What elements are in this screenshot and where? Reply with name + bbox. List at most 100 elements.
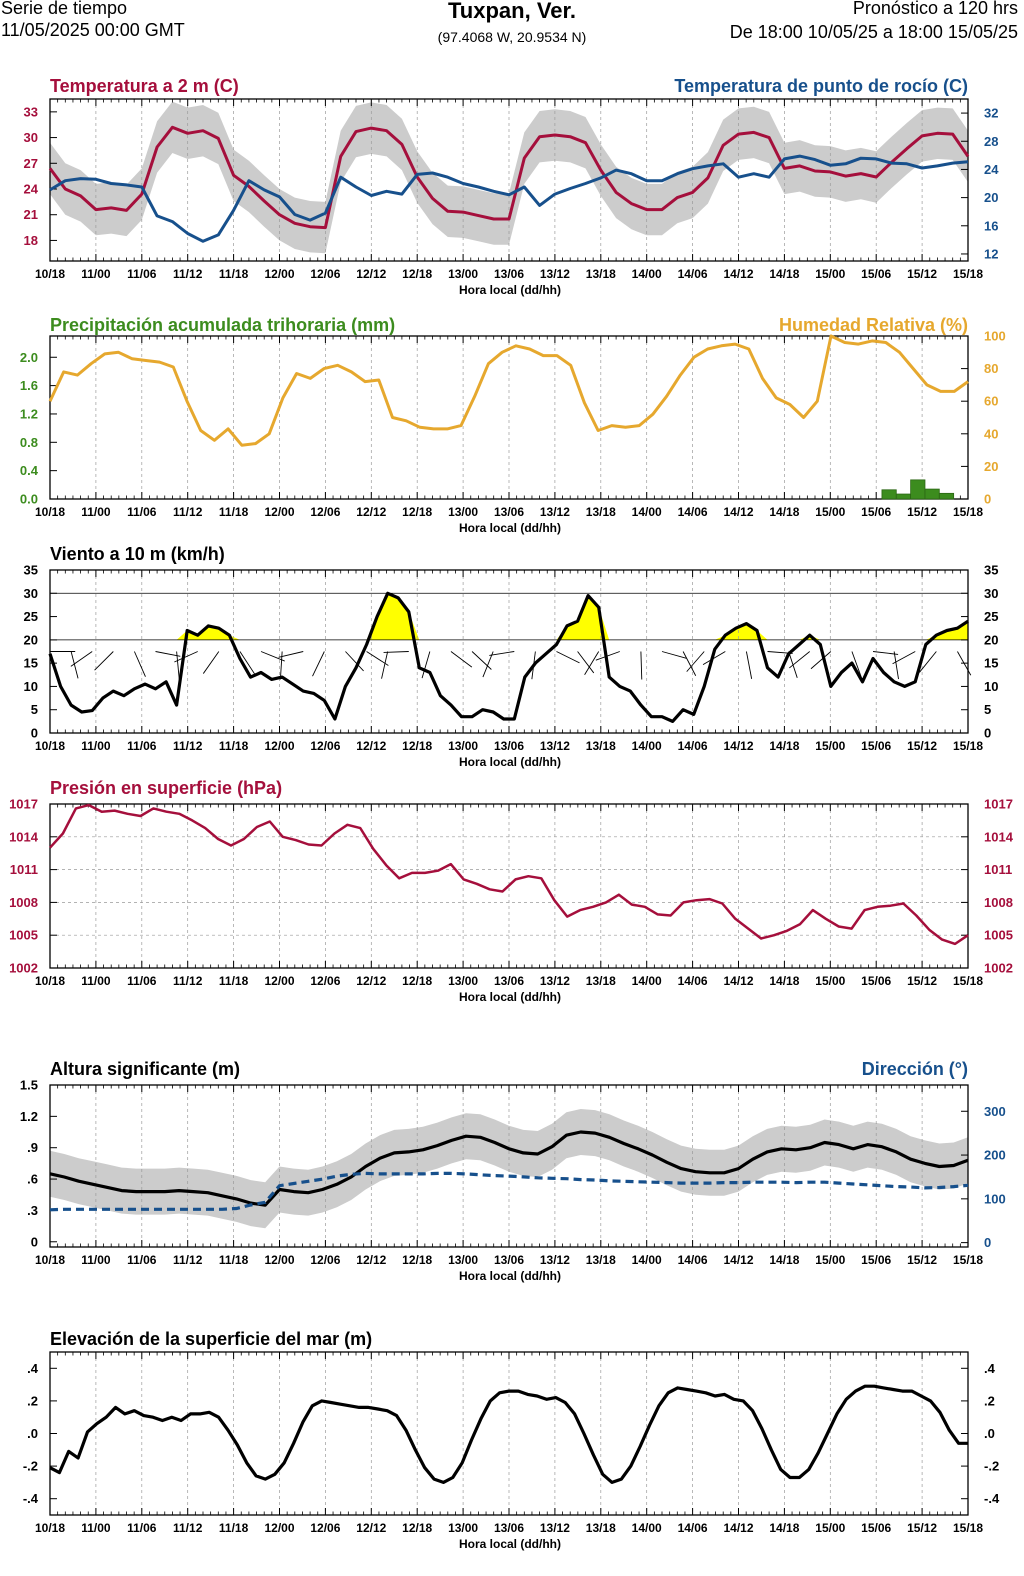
x-tick-label: 13/00: [448, 267, 478, 281]
y-tick-label-right: 15: [984, 656, 998, 671]
temperature-line: [48, 125, 970, 230]
x-tick-label: 11/06: [127, 974, 157, 988]
y-tick-label-right: 0: [984, 1235, 991, 1250]
x-tick-label: 13/06: [494, 505, 524, 519]
x-tick-label: 10/18: [35, 267, 65, 281]
wind-barb: [421, 651, 431, 679]
x-tick-label: 12/18: [402, 974, 432, 988]
y-tick-label-right: 16: [984, 218, 998, 233]
y-tick-label-right: -.4: [984, 1491, 1000, 1506]
y-tick-label-left: 1.2: [20, 406, 38, 421]
wind-barb: [810, 651, 832, 670]
x-tick-label: 15/06: [861, 505, 891, 519]
x-tick-label: 13/00: [448, 1253, 478, 1267]
wave-direction-title: Dirección (°): [862, 1059, 968, 1079]
y-tick-label-right: 1014: [984, 829, 1014, 844]
y-tick-label-left: 18: [24, 233, 38, 248]
precip-bar: [938, 492, 955, 500]
x-tick-label: 13/12: [540, 267, 570, 281]
x-tick-label: 12/12: [356, 1521, 386, 1535]
x-tick-label: 11/12: [173, 267, 203, 281]
x-axis-label: Hora local (dd/hh): [459, 1537, 561, 1551]
x-tick-label: 15/12: [907, 739, 937, 753]
y-tick-label-right: 20: [984, 190, 998, 205]
temperature-title: Temperatura a 2 m (C): [50, 76, 239, 96]
sea-level-line: [49, 1384, 968, 1484]
precipitation-title: Precipitación acumulada trihoraria (mm): [50, 315, 395, 335]
x-axis-label: Hora local (dd/hh): [459, 283, 561, 297]
x-tick-label: 12/12: [356, 739, 386, 753]
x-tick-label: 12/06: [310, 505, 340, 519]
wind-title: Viento a 10 m (km/h): [50, 544, 225, 564]
x-tick-label: 14/06: [678, 739, 708, 753]
wind-barb: [789, 651, 811, 669]
x-tick-label: 12/12: [356, 1253, 386, 1267]
y-tick-label-right: 20: [984, 632, 998, 647]
y-tick-label-left: 1008: [9, 895, 38, 910]
x-tick-label: 11/00: [81, 974, 111, 988]
y-tick-label-left: 24: [24, 182, 39, 197]
wind-barb: [595, 651, 620, 661]
x-tick-label: 10/18: [35, 1521, 65, 1535]
x-tick-label: 14/06: [678, 267, 708, 281]
pressure-panel: 10/18 11/00 11/06 11/12 11/18 12/00 12/06 12/12…: [9, 778, 1014, 1004]
page-title: Tuxpan, Ver.: [448, 0, 576, 23]
wind-barb: [661, 651, 687, 659]
wind-barb: [919, 651, 937, 673]
y-tick-label-left: 0: [31, 726, 38, 741]
x-tick-label: 13/06: [494, 974, 524, 988]
y-tick-label-left: .3: [27, 1203, 38, 1218]
x-tick-label: 11/00: [81, 505, 111, 519]
x-tick-label: 13/06: [494, 1521, 524, 1535]
y-tick-label-right: -.2: [984, 1459, 999, 1474]
x-tick-label: 12/00: [264, 267, 294, 281]
x-tick-label: 11/18: [219, 267, 249, 281]
humidity-title: Humedad Relativa (%): [779, 315, 968, 335]
x-tick-label: 14/18: [769, 505, 799, 519]
wind-barb: [686, 651, 705, 672]
x-tick-label: 11/18: [219, 1521, 249, 1535]
x-tick-label: 13/18: [586, 267, 616, 281]
wind-barb: [471, 651, 492, 670]
x-tick-label: 15/12: [907, 1521, 937, 1535]
x-tick-label: 10/18: [35, 739, 65, 753]
x-tick-label: 12/00: [264, 974, 294, 988]
wind-barb: [893, 651, 899, 680]
x-tick-label: 11/18: [219, 505, 249, 519]
dewpoint-line: [49, 154, 969, 243]
x-tick-label: 12/18: [402, 1521, 432, 1535]
x-tick-label: 12/06: [310, 1521, 340, 1535]
y-tick-label-left: 25: [24, 609, 38, 624]
x-tick-label: 15/18: [953, 974, 983, 988]
wind-barb: [872, 651, 899, 655]
x-tick-label: 13/06: [494, 1253, 524, 1267]
y-tick-label-right: 35: [984, 563, 998, 578]
x-tick-label: 14/18: [769, 1253, 799, 1267]
x-tick-label: 11/12: [173, 739, 203, 753]
y-tick-label-left: 30: [24, 586, 38, 601]
x-tick-label: 14/18: [769, 1521, 799, 1535]
y-tick-label-left: 1005: [9, 928, 38, 943]
y-tick-label-left: 5: [31, 702, 38, 717]
wind-barb: [482, 651, 494, 678]
y-tick-label-right: 40: [984, 426, 998, 441]
x-tick-label: 13/12: [540, 505, 570, 519]
x-tick-label: 12/12: [356, 505, 386, 519]
x-tick-label: 12/00: [264, 1253, 294, 1267]
y-tick-label-left: 20: [24, 632, 38, 647]
wind-barb: [957, 651, 972, 676]
x-tick-label: 11/12: [173, 1253, 203, 1267]
precip-bar: [924, 488, 940, 500]
dewpoint-title: Temperatura de punto de rocío (C): [674, 76, 968, 96]
x-tick-label: 12/12: [356, 267, 386, 281]
x-tick-label: 13/00: [448, 739, 478, 753]
x-tick-label: 14/06: [678, 1521, 708, 1535]
x-tick-label: 11/00: [81, 1253, 111, 1267]
x-tick-label: 15/00: [815, 505, 845, 519]
wind-barb: [278, 651, 304, 658]
wind-barb: [383, 651, 409, 653]
x-tick-label: 10/18: [35, 974, 65, 988]
pressure-line: [49, 803, 969, 946]
y-tick-label-left: 15: [24, 656, 38, 671]
x-tick-label: 13/06: [494, 267, 524, 281]
